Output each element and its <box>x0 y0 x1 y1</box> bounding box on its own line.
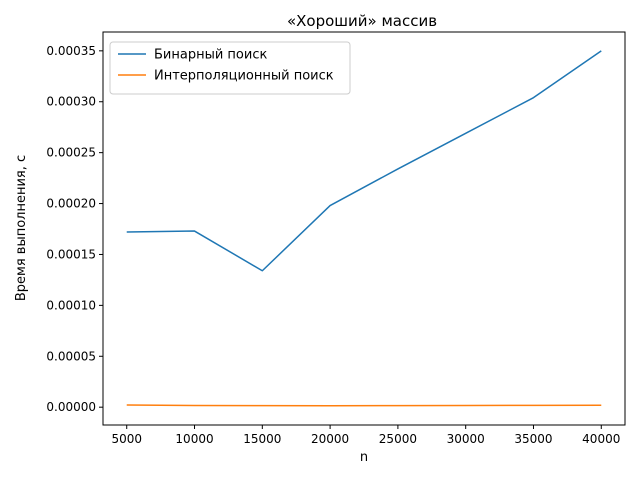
y-tick-label: 0.00005 <box>46 349 96 363</box>
series-layer <box>126 50 602 407</box>
chart-title: «Хороший» массив <box>287 12 437 30</box>
y-tick-label: 0.00015 <box>46 247 96 261</box>
x-tick-label: 30000 <box>447 432 485 446</box>
y-tick-label: 0.00025 <box>46 146 96 160</box>
y-tick-label: 0.00020 <box>46 197 96 211</box>
legend: Бинарный поиск Интерполяционный поиск <box>109 41 351 95</box>
x-tick-label: 15000 <box>243 432 281 446</box>
y-axis-label: Время выполнения, с <box>14 155 29 301</box>
x-tick-label: 5000 <box>111 432 142 446</box>
legend-entry: Бинарный поиск <box>154 48 267 63</box>
legend-box <box>109 41 351 95</box>
y-tick-label: 0.00010 <box>46 298 96 312</box>
x-tick-label: 35000 <box>514 432 552 446</box>
x-axis-ticks: 5000 10000 15000 20000 25000 30000 35000 40000 <box>111 425 620 446</box>
x-tick-label: 20000 <box>311 432 349 446</box>
y-axis-ticks: 0.00000 0.00005 0.00010 0.00015 0.00020 0.000… <box>46 44 103 414</box>
series-line-1 <box>126 404 602 407</box>
plot-frame <box>102 31 626 426</box>
x-tick-label: 25000 <box>379 432 417 446</box>
series-line-0 <box>126 50 602 272</box>
x-tick-label: 10000 <box>175 432 213 446</box>
y-tick-label: 0.00035 <box>46 44 96 58</box>
legend-entry: Интерполяционный поиск <box>154 69 334 84</box>
y-tick-label: 0.00000 <box>46 400 96 414</box>
x-axis-label: n <box>360 450 368 465</box>
y-tick-label: 0.00030 <box>46 95 96 109</box>
x-tick-label: 40000 <box>582 432 620 446</box>
